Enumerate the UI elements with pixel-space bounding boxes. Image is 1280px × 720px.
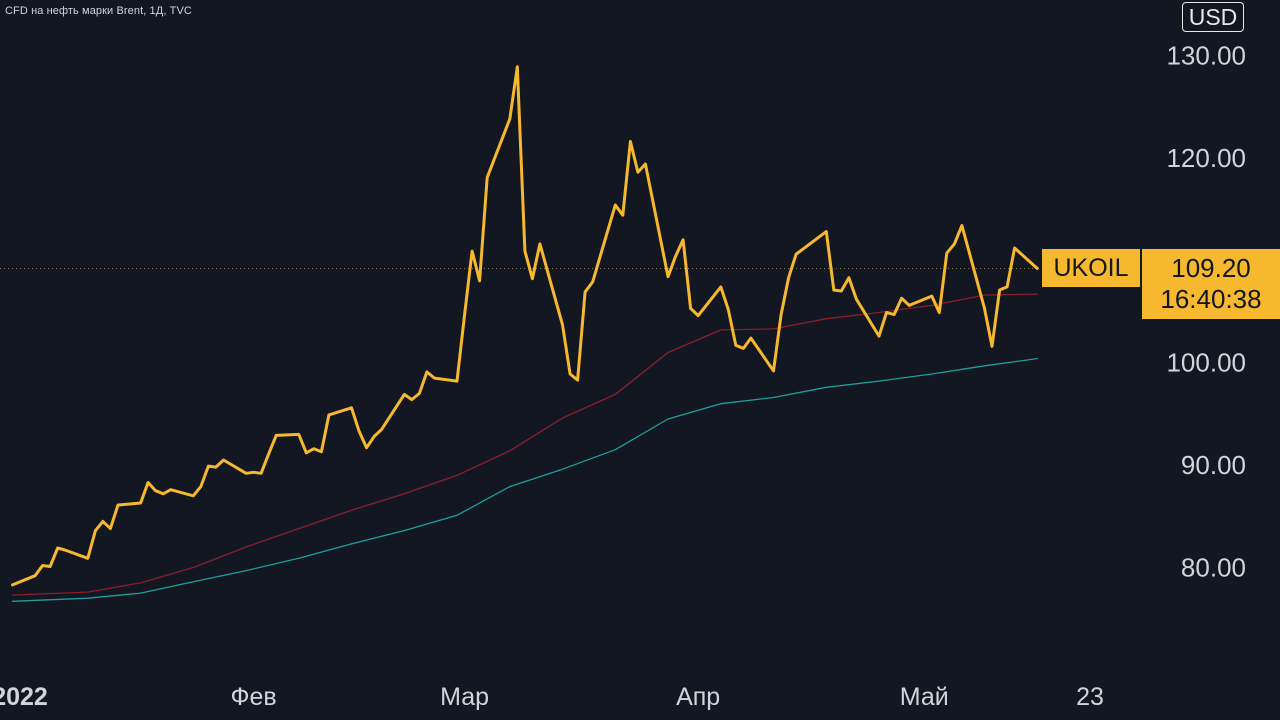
y-tick-label: 130.00: [1166, 41, 1246, 71]
x-tick-label: Фев: [230, 683, 276, 711]
last-price-label: 109.20 16:40:38: [1142, 249, 1280, 319]
moving-averages: [11, 293, 1038, 602]
x-tick-label: Май: [900, 683, 949, 711]
moving-average-fast-line: [11, 293, 1038, 596]
y-tick-label: 120.00: [1166, 143, 1246, 173]
bar-countdown: 16:40:38: [1160, 284, 1262, 314]
x-tick-label: Апр: [676, 683, 720, 711]
moving-average-slow-line: [11, 357, 1038, 602]
price-series-line: [11, 65, 1039, 587]
x-axis[interactable]: 2022 Фев Мар Апр Май 23: [0, 683, 1104, 711]
price-series: [11, 65, 1039, 587]
x-tick-label: 2022: [0, 683, 48, 711]
y-tick-label: 100.00: [1166, 348, 1246, 378]
y-tick-label: 90.00: [1181, 450, 1246, 480]
symbol-title[interactable]: CFD на нефть марки Brent, 1Д, TVC: [5, 5, 192, 17]
y-tick-label: 80.00: [1181, 553, 1246, 583]
x-tick-label: Мар: [440, 683, 489, 711]
ticker-label: UKOIL: [1042, 249, 1140, 287]
x-tick-label: 23: [1076, 683, 1104, 711]
last-price-value: 109.20: [1171, 253, 1251, 283]
currency-button[interactable]: USD: [1182, 2, 1244, 32]
